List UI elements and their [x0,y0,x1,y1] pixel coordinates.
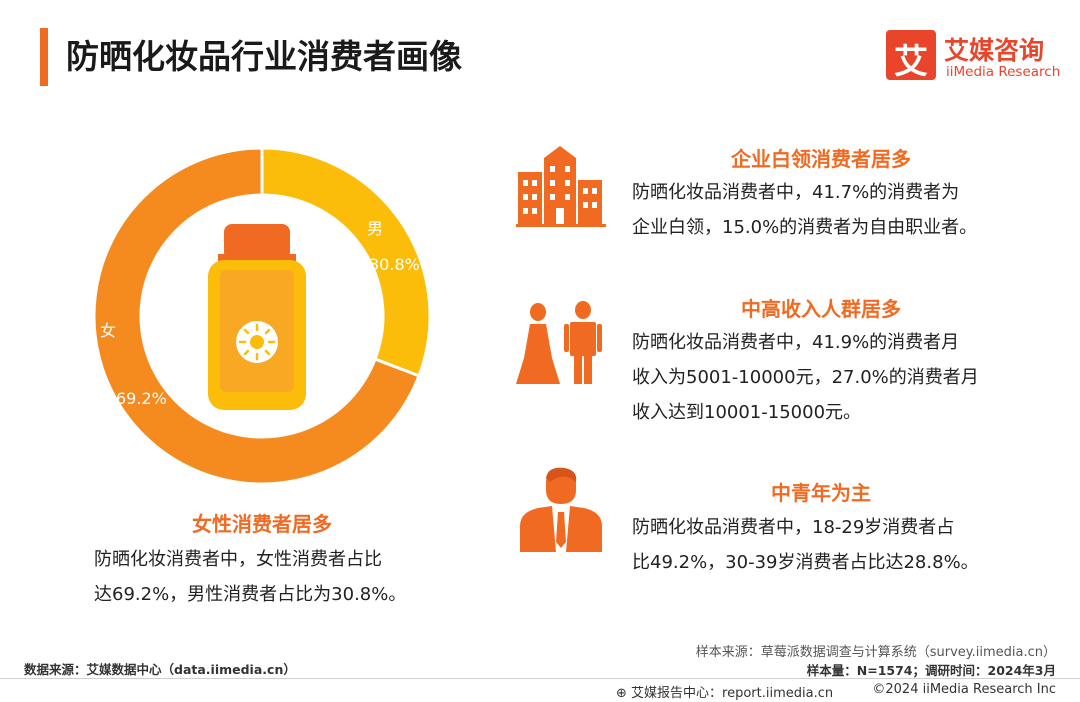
page-title: 防晒化妆品行业消费者画像 [66,37,462,76]
slice-value-male: 30.8% [369,255,420,274]
donut-slices [92,146,432,486]
title-accent-bar [40,28,48,86]
occupation-description: 防晒化妆品消费者中，41.7%的消费者为 企业白领，15.0%的消费者为自由职业… [632,175,1052,245]
logo-mark: 艾 [886,30,936,82]
age-line: 防晒化妆品消费者中，18-29岁消费者占 [632,517,955,538]
gender-line: 防晒化妆消费者中，女性消费者占比 [94,549,382,570]
globe-icon: ⊕ [616,686,627,701]
iimedia-logo: 艾 艾媒咨询 iiMedia Research [886,30,1066,86]
logo-name-cn: 艾媒咨询 [944,36,1045,65]
age-description: 防晒化妆品消费者中，18-29岁消费者占 比49.2%，30-39岁消费者占比达… [632,510,1052,580]
income-line: 收入为5001-10000元，27.0%的消费者月 [632,367,979,388]
report-center-link[interactable]: ⊕ 艾媒报告中心：report.iimedia.cn [616,682,833,701]
income-line: 防晒化妆品消费者中，41.9%的消费者月 [632,332,960,353]
income-description: 防晒化妆品消费者中，41.9%的消费者月 收入为5001-10000元，27.0… [632,325,1052,430]
age-heading: 中青年为主 [771,481,871,505]
donut-slice-male [260,146,432,378]
gender-donut-chart: 男 30.8% 女 69.2% [92,146,432,486]
sample-source: 样本来源：草莓派数据调查与计算系统（survey.iimedia.cn） [695,645,1056,660]
data-source: 数据来源：艾媒数据中心（data.iimedia.cn） [24,662,296,677]
slice-value-female: 69.2% [116,389,167,408]
occupation-heading: 企业白领消费者居多 [731,147,911,171]
logo-name-en: iiMedia Research [946,64,1061,80]
income-line: 收入达到10001-15000元。 [632,402,862,423]
footer-divider [0,678,1080,679]
gender-description: 防晒化妆消费者中，女性消费者占比 达69.2%，男性消费者占比为30.8%。 [94,542,474,612]
sunscreen-bottle-icon [208,224,306,410]
donut-slice-female [92,146,421,486]
slice-label-female: 女 [100,321,116,340]
income-heading: 中高收入人群居多 [741,297,901,321]
people-icon [516,301,602,384]
gender-line: 达69.2%，男性消费者占比为30.8%。 [94,584,407,605]
logo-mark-text: 艾 [894,42,928,82]
occupation-line: 防晒化妆品消费者中，41.7%的消费者为 [632,182,960,203]
businessman-icon [520,467,602,552]
copyright: ©2024 iiMedia Research Inc [872,682,1056,697]
occupation-line: 企业白领，15.0%的消费者为自由职业者。 [632,217,978,238]
slice-label-male: 男 [367,219,383,238]
gender-heading: 女性消费者居多 [192,512,332,536]
report-center-text: 艾媒报告中心：report.iimedia.cn [631,686,834,701]
age-line: 比49.2%，30-39岁消费者占比达28.8%。 [632,552,979,573]
sample-info: 样本量：N=1574；调研时间：2024年3月 [806,663,1056,678]
office-building-icon [516,146,606,227]
